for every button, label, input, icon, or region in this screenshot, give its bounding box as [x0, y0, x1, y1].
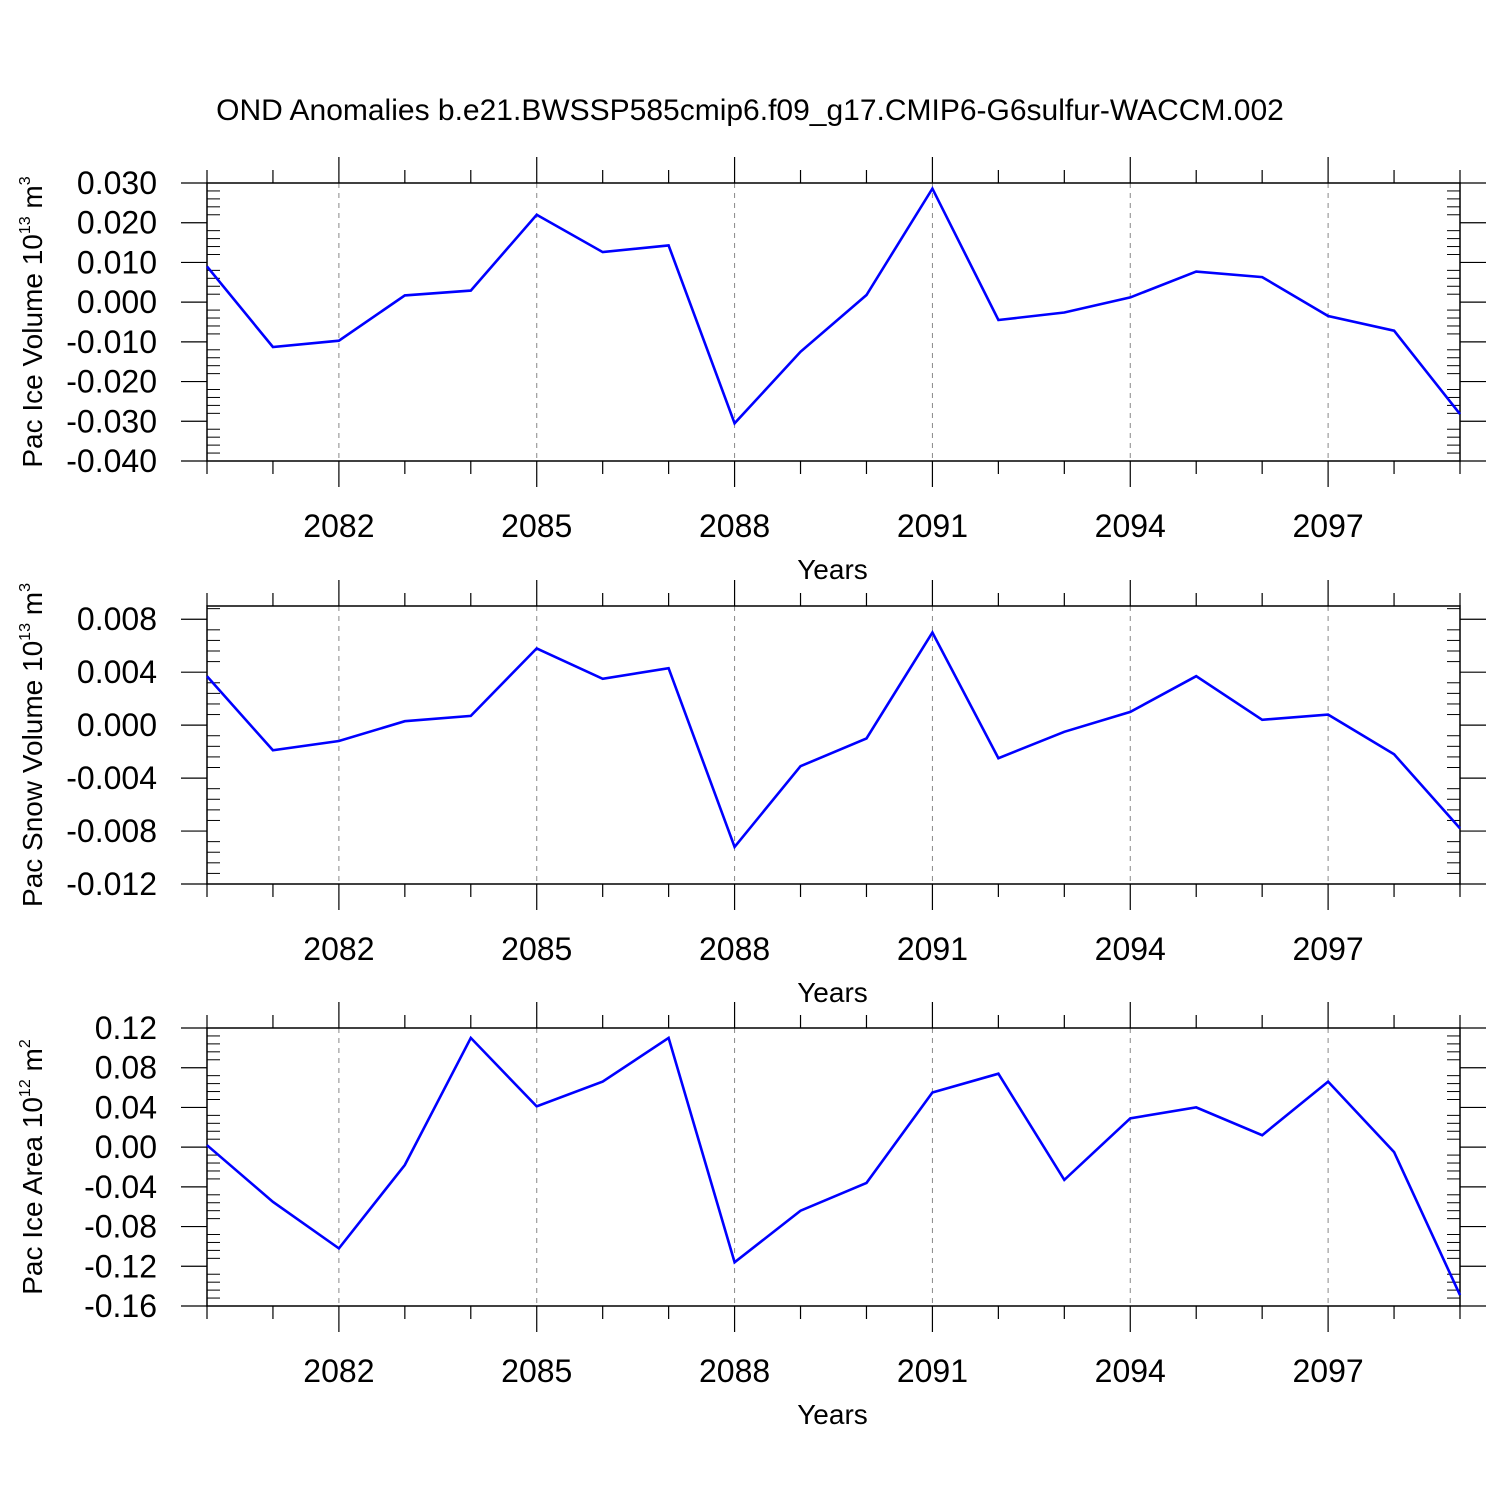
y-axis-label: Pac Ice Volume 1013 m3 — [17, 176, 48, 467]
series-line — [205, 185, 1462, 426]
y-tick-label: 0.004 — [77, 654, 157, 690]
y-tick-label: 0.04 — [95, 1089, 157, 1125]
chart-title: OND Anomalies b.e21.BWSSP585cmip6.f09_g1… — [216, 94, 1284, 127]
y-tick-label: -0.020 — [66, 364, 157, 400]
y-tick-label: 0.008 — [77, 601, 157, 637]
y-tick-label: 0.010 — [77, 244, 157, 280]
x-tick-label: 2088 — [699, 1353, 770, 1389]
y-tick-label: -0.030 — [66, 403, 157, 439]
x-tick-label: 2091 — [897, 1353, 968, 1389]
x-tick-label: 2085 — [501, 508, 572, 544]
y-tick-label: 0.08 — [95, 1050, 157, 1086]
y-tick-label: 0.030 — [77, 165, 157, 201]
y-tick-label: -0.16 — [84, 1288, 157, 1324]
x-tick-label: 2097 — [1293, 1353, 1364, 1389]
x-tick-label: 2082 — [303, 1353, 374, 1389]
y-tick-label: 0.000 — [77, 284, 157, 320]
x-axis-label: Years — [797, 554, 868, 585]
x-axis-label: Years — [797, 1399, 868, 1430]
y-tick-label: -0.040 — [66, 443, 157, 479]
x-axis-label: Years — [797, 977, 868, 1008]
series-line — [206, 1035, 1462, 1296]
x-tick-label: 2097 — [1293, 508, 1364, 544]
x-tick-label: 2094 — [1095, 931, 1166, 967]
x-tick-label: 2094 — [1095, 1353, 1166, 1389]
x-tick-label: 2088 — [699, 508, 770, 544]
y-tick-label: -0.010 — [66, 324, 157, 360]
x-tick-label: 2082 — [303, 931, 374, 967]
y-tick-label: 0.12 — [95, 1010, 157, 1046]
series-line — [206, 629, 1461, 850]
x-tick-label: 2085 — [501, 931, 572, 967]
y-axis-label: Pac Snow Volume 1013 m3 — [17, 583, 48, 907]
y-tick-label: -0.12 — [84, 1248, 157, 1284]
y-tick-label: -0.08 — [84, 1209, 157, 1245]
y-tick-label: -0.004 — [66, 760, 157, 796]
plot-frame — [206, 182, 1461, 462]
chart-panel: 0.008 0.004 0.000 -0.004 -0.008 -0.012 2082 208… — [17, 580, 1486, 1008]
plot-frame — [206, 605, 1461, 885]
plot-frame — [206, 1027, 1461, 1307]
y-tick-label: 0.020 — [77, 205, 157, 241]
y-tick-label: -0.012 — [66, 866, 157, 902]
y-axis-label: Pac Ice Area 1012 m2 — [17, 1039, 48, 1295]
x-tick-label: 2097 — [1293, 931, 1364, 967]
x-tick-label: 2085 — [501, 1353, 572, 1389]
chart-panel: 0.12 0.080.04 0.00 -0.04 -0.08-0.12 -0.16 2082… — [17, 1002, 1486, 1430]
y-tick-label: 0.00 — [95, 1129, 157, 1165]
x-tick-label: 2091 — [897, 508, 968, 544]
y-tick-label: -0.04 — [84, 1169, 157, 1205]
x-tick-label: 2091 — [897, 931, 968, 967]
x-tick-label: 2088 — [699, 931, 770, 967]
y-tick-label: 0.000 — [77, 707, 157, 743]
x-tick-label: 2082 — [303, 508, 374, 544]
x-tick-label: 2094 — [1095, 508, 1166, 544]
y-tick-label: -0.008 — [66, 813, 157, 849]
